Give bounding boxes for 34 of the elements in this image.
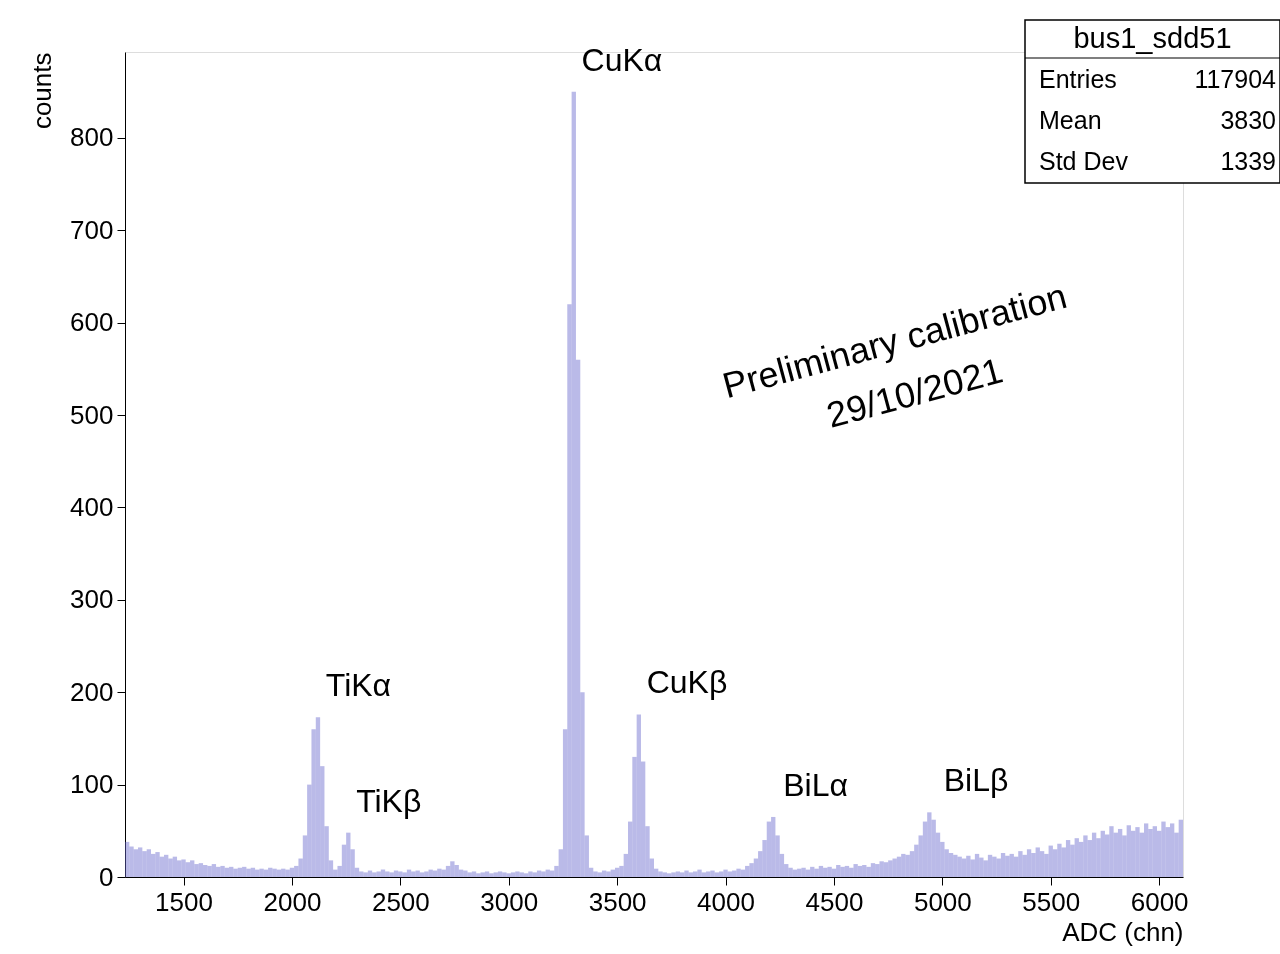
annotation: Entries [1039, 65, 1117, 93]
x-tick-label: 4000 [697, 886, 755, 917]
annotation: TiKα [325, 667, 392, 704]
annotation: Std Dev [1039, 147, 1129, 175]
y-tick-label: 500 [70, 399, 114, 430]
y-tick-label: 300 [70, 584, 114, 615]
x-tick-label: 5000 [913, 886, 972, 917]
text: 1339 [1220, 147, 1276, 175]
text: 117904 [1194, 65, 1277, 93]
x-tick-label: 3500 [588, 886, 647, 917]
y-tick-label: 700 [70, 214, 114, 245]
x-tick-label: 6000 [1130, 886, 1189, 917]
y-tick-label: 100 [70, 769, 114, 800]
text: 3830 [1220, 106, 1276, 134]
annotation: BiLβ [943, 762, 1009, 799]
x-tick-label: 3000 [480, 886, 539, 917]
x-tick-label: 1500 [155, 886, 213, 917]
annotation: TiKβ [356, 782, 422, 819]
y-tick-label: 600 [70, 307, 114, 338]
x-tick-label: 2500 [371, 886, 430, 917]
y-tick-label: 400 [70, 491, 114, 522]
annotation: bus1_sdd51 [1073, 22, 1232, 54]
x-tick-label: 4500 [805, 886, 864, 917]
annotation: Mean [1039, 106, 1102, 134]
y-tick-label: 200 [70, 676, 114, 707]
y-tick-label: 800 [70, 122, 114, 153]
y-axis-title: counts [27, 52, 58, 130]
y-tick-label: 0 [99, 861, 114, 892]
x-axis-title: ADC (chn) [1062, 916, 1184, 947]
x-tick-label: 5500 [1022, 886, 1081, 917]
annotation: BiLα [783, 766, 848, 803]
x-tick-label: 2000 [263, 886, 322, 917]
annotation: CuKβ [646, 664, 728, 701]
annotation: CuKα [581, 41, 663, 78]
